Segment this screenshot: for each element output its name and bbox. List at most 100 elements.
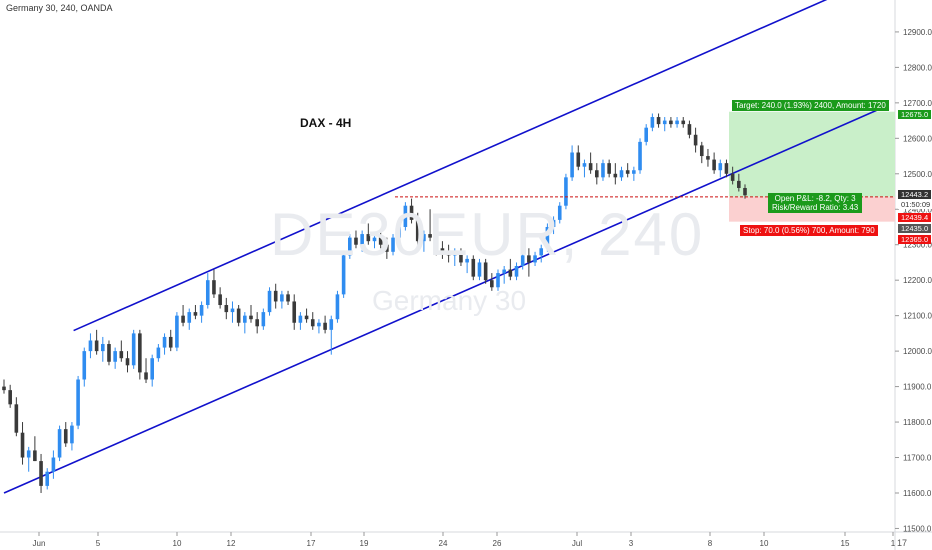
candle-body	[51, 457, 56, 472]
candle-body	[490, 280, 494, 288]
x-tick-label: Jul	[572, 539, 582, 548]
candle-body	[409, 205, 414, 220]
candle-body	[706, 156, 710, 160]
bar-countdown: 01:50:09	[898, 200, 932, 209]
candle-body	[644, 127, 648, 142]
candle-body	[434, 237, 439, 249]
candle-body	[249, 315, 253, 320]
y-tick-label: 12200.0	[903, 276, 932, 285]
candle-body	[477, 262, 482, 277]
candle-body	[459, 251, 463, 263]
risk-reward-text: Risk/Reward Ratio: 3.43	[772, 203, 859, 212]
candle-body	[613, 173, 618, 178]
candle-body	[391, 237, 395, 252]
candle-body	[551, 219, 556, 227]
candle-body	[699, 145, 704, 157]
candle-body	[199, 305, 204, 316]
candle-body	[582, 163, 587, 167]
candle-body	[243, 315, 247, 323]
candle-body	[557, 205, 562, 220]
candle-body	[101, 344, 105, 352]
candle-body	[230, 308, 235, 313]
candle-body	[261, 312, 266, 327]
y-tick-label: 12800.0	[903, 63, 932, 72]
candle-body	[45, 471, 50, 486]
candle-body	[2, 386, 6, 391]
channel-lower-line	[3, 105, 886, 494]
candle-body	[236, 308, 241, 323]
candle-body	[650, 117, 655, 128]
candle-body	[125, 358, 130, 366]
candle-body	[138, 333, 142, 373]
candle-body	[496, 273, 500, 288]
candle-body	[372, 237, 377, 242]
candle-body	[255, 319, 259, 327]
candle-body	[440, 248, 445, 252]
candle-body	[595, 170, 599, 178]
candle-body	[63, 429, 68, 444]
entry-price-tag: 12435.0	[898, 224, 932, 233]
candle-body	[465, 258, 469, 263]
position-zones	[729, 111, 895, 222]
candle-body	[26, 450, 31, 458]
candle-body	[607, 163, 611, 174]
stop-label[interactable]: Stop: 70.0 (0.56%) 700, Amount: 790	[740, 225, 878, 236]
target-label[interactable]: Target: 240.0 (1.93%) 2400, Amount: 1720	[732, 100, 889, 111]
candle-body	[743, 187, 747, 196]
candle-body	[131, 333, 136, 366]
candle-body	[625, 170, 630, 174]
x-tick-label: 1	[891, 539, 896, 548]
candle-body	[718, 163, 723, 171]
candle-body	[378, 237, 383, 245]
x-tick-label: 26	[493, 539, 502, 548]
x-tick-label: 10	[173, 539, 182, 548]
y-tick-label: 12100.0	[903, 312, 932, 321]
candle-body	[329, 319, 334, 330]
candle-body	[292, 301, 297, 323]
candles	[2, 113, 747, 493]
time-axis-ticks: Jun 5 10 12 17 19 24 26 Jul 3 8 10 15 1	[33, 532, 896, 548]
candle-body	[471, 258, 476, 277]
candle-body	[33, 450, 37, 462]
plot-area	[0, 0, 895, 532]
candle-body	[348, 237, 352, 256]
target-price-tag: 12675.0	[898, 110, 932, 119]
candle-body	[82, 351, 87, 380]
candle-body	[39, 461, 43, 486]
candle-body	[224, 305, 229, 313]
candle-body	[113, 351, 117, 362]
candle-body	[397, 226, 401, 238]
candle-body	[415, 219, 420, 242]
candle-body	[527, 255, 531, 263]
open-pl-label[interactable]: Open P&L: -8.2, Qty: 3 Risk/Reward Ratio…	[768, 193, 863, 213]
x-tick-label: 17	[307, 539, 316, 548]
candle-body	[14, 404, 19, 433]
watermark-name: Germany 30	[372, 285, 527, 316]
candle-body	[181, 315, 185, 323]
candle-body	[502, 269, 506, 274]
candle-body	[422, 234, 426, 242]
candle-body	[76, 379, 80, 426]
candle-body	[452, 251, 457, 256]
candle-body	[88, 340, 93, 352]
candle-body	[187, 312, 192, 323]
candle-body	[168, 336, 173, 348]
last-close-tag: 12439.4	[898, 213, 932, 222]
x-tick-label: 19	[360, 539, 369, 548]
candle-body	[218, 294, 222, 306]
candle-body	[175, 315, 179, 348]
watermark-symbol: DE30EUR, 240	[270, 201, 705, 268]
x-tick-label: Jun	[33, 539, 46, 548]
candle-body	[638, 141, 642, 171]
price-axis-ticks: 12900.0 12800.0 12700.0 12600.0 12500.0 12400…	[895, 28, 932, 533]
y-tick-label: 12400.0	[903, 205, 932, 214]
candle-body	[681, 120, 686, 125]
candle-body	[317, 322, 321, 327]
candle-body	[564, 177, 568, 206]
candle-body	[107, 344, 111, 362]
x-tick-label: 3	[629, 539, 634, 548]
candle-body	[656, 117, 661, 125]
candle-body	[57, 429, 62, 458]
channel-upper-line	[73, 0, 828, 332]
